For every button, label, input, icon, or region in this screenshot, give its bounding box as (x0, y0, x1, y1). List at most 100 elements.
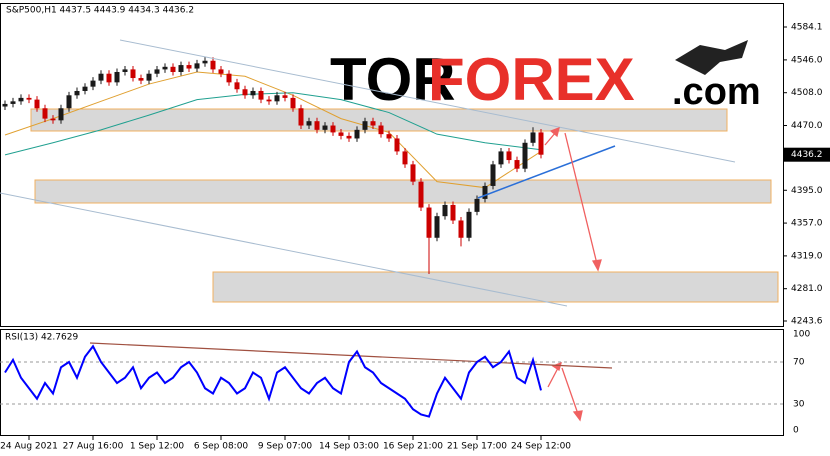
candle-body (354, 129, 360, 139)
header: S&P500,H1 4437.5 4443.9 4434.3 4436.2 (6, 6, 194, 16)
trend-line (477, 145, 616, 199)
candle-body (210, 60, 216, 70)
channel-line (0, 192, 568, 307)
candle-body (186, 65, 192, 69)
x-tick-label: 1 Sep 12:00 (130, 442, 185, 452)
candle-body (498, 151, 504, 165)
moving-average (4, 92, 542, 156)
candle-body (226, 73, 232, 83)
candle-body (122, 69, 128, 72)
x-tick-label: 14 Sep 03:00 (319, 442, 379, 452)
candle-body (442, 204, 448, 217)
candle-body (282, 95, 288, 98)
candle-body (114, 71, 120, 83)
candle-body (130, 69, 136, 79)
zone (212, 271, 779, 303)
x-tick-label: 6 Sep 08:00 (194, 442, 249, 452)
moving-average (4, 71, 542, 189)
rsi-frame (0, 329, 784, 436)
candle-body (90, 80, 96, 87)
forecast-arrows (544, 126, 602, 422)
candle-body (386, 134, 392, 139)
candle-body (530, 132, 536, 143)
candle-body (410, 164, 416, 182)
rsi-trend-line (89, 342, 613, 369)
x-tick-label: 9 Sep 07:00 (258, 442, 313, 452)
candle-body (106, 73, 112, 83)
rsi-title: RSI(13) 42.7629 (5, 333, 78, 343)
y-tick-label: 4546.0 (791, 55, 823, 65)
candle-body (482, 185, 488, 199)
candle-body (82, 86, 88, 91)
candle-body (66, 95, 72, 109)
candle-body (330, 125, 336, 133)
x-tick-label: 24 Sep 12:00 (511, 442, 571, 452)
candle-body (250, 90, 256, 96)
candle-body (58, 108, 64, 121)
candle-body (274, 95, 280, 102)
candle-body (474, 198, 480, 212)
candle-body (450, 204, 456, 221)
candle-body (298, 108, 304, 126)
candle-body (194, 63, 200, 69)
candle-body (506, 151, 512, 161)
candle-body (202, 60, 208, 64)
y-tick-label: 4243.6 (791, 316, 823, 326)
logo-forex: FOREX (428, 46, 635, 113)
candle-body (370, 121, 376, 126)
candle-body (322, 125, 328, 130)
candle-body (378, 125, 384, 135)
candle-body (138, 78, 144, 81)
candle-body (2, 103, 8, 107)
candle-body (154, 69, 160, 74)
candle-body (10, 101, 16, 104)
y-tick-label: 4281.0 (791, 284, 823, 294)
x-tick-label: 16 Sep 21:00 (383, 442, 443, 452)
candle-body (306, 121, 312, 126)
rsi-tick-label: 70 (793, 358, 805, 368)
candle-body (26, 97, 32, 100)
logo-bull (675, 40, 748, 75)
candle-body (314, 121, 320, 130)
candle-body (338, 132, 344, 136)
candle-body (362, 121, 368, 130)
candle-body (74, 90, 80, 96)
y-tick-label: 4319.0 (791, 251, 823, 261)
candle-body (242, 89, 248, 96)
candle-body (466, 211, 472, 238)
candle-body (170, 66, 176, 72)
rsi-tick-label: 100 (793, 330, 810, 340)
candle-body (290, 97, 296, 109)
logo-com: .com (672, 71, 761, 113)
channel-line (119, 39, 736, 163)
candle-body (18, 97, 24, 102)
main-frame (0, 3, 784, 327)
rsi-tick-label: 0 (793, 426, 799, 436)
candle-body (258, 90, 264, 100)
candle-body (266, 99, 272, 102)
candle-body (490, 164, 496, 186)
y-tick-label: 4395.0 (791, 186, 823, 196)
y-tick-label: 4508.0 (791, 88, 823, 98)
candle-body (394, 138, 400, 152)
y-tick-label: 4357.0 (791, 219, 823, 229)
candle-body (402, 151, 408, 165)
zone (34, 179, 772, 204)
candle-body (514, 160, 520, 169)
rsi-line (4, 344, 542, 418)
candle-body (538, 132, 544, 155)
candle-body (522, 142, 528, 169)
y-tick-label: 4470.0 (791, 121, 823, 131)
candle-body (50, 118, 56, 121)
candle-body (98, 73, 104, 81)
candle-body (418, 181, 424, 208)
x-tick-label: 27 Aug 16:00 (63, 442, 124, 452)
candle-body (458, 220, 464, 238)
candle-body (346, 135, 352, 139)
plot (2, 56, 544, 275)
x-tick-label: 21 Sep 17:00 (447, 442, 507, 452)
candle-body (146, 73, 152, 81)
x-tick-label: 24 Aug 2021 (0, 442, 58, 452)
y-tick-label: 4584.1 (791, 23, 823, 33)
